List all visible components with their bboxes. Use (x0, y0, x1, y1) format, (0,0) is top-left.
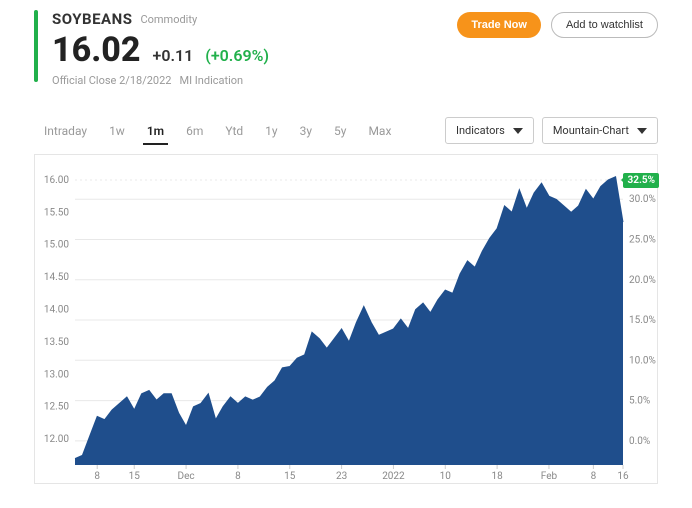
svg-text:8: 8 (94, 471, 100, 482)
svg-text:25.0%: 25.0% (629, 234, 656, 245)
chevron-down-icon (637, 128, 647, 134)
svg-text:23: 23 (336, 471, 347, 482)
chart-controls: Intraday1w1m6mYtd1y3y5yMax Indicators Mo… (34, 117, 658, 144)
svg-text:16.00: 16.00 (44, 175, 69, 186)
chart-type-dropdown[interactable]: Mountain-Chart (542, 117, 658, 144)
official-close: Official Close 2/18/2022 (52, 74, 171, 87)
svg-text:20.0%: 20.0% (629, 275, 656, 286)
svg-text:14.50: 14.50 (44, 272, 69, 283)
svg-text:Feb: Feb (541, 471, 558, 482)
price-change: +0.11 (153, 46, 194, 65)
last-price: 16.02 (52, 30, 141, 70)
pct-badge: 32.5% (623, 173, 659, 188)
chevron-down-icon (513, 128, 523, 134)
add-watchlist-button[interactable]: Add to watchlist (551, 12, 658, 38)
svg-text:15: 15 (284, 471, 296, 482)
svg-text:0.0%: 0.0% (629, 436, 650, 447)
svg-text:12.50: 12.50 (44, 402, 69, 413)
indicators-dropdown[interactable]: Indicators (445, 117, 534, 144)
svg-text:Dec: Dec (178, 471, 195, 482)
range-1w[interactable]: 1w (99, 118, 135, 144)
svg-text:10: 10 (440, 471, 452, 482)
price-chart[interactable]: 32.5% 12.00 12.50 13.00 13.50 14.00 14.50 15.0… (34, 154, 658, 484)
svg-text:5.0%: 5.0% (629, 396, 650, 407)
svg-text:8: 8 (591, 471, 597, 482)
indicators-label: Indicators (456, 124, 505, 137)
range-ytd[interactable]: Ytd (215, 118, 253, 144)
range-6m[interactable]: 6m (176, 118, 213, 144)
svg-text:15.50: 15.50 (44, 207, 69, 218)
indication: MI Indication (179, 74, 243, 87)
accent-bar (34, 10, 38, 82)
range-3y[interactable]: 3y (290, 118, 322, 144)
svg-text:10.0%: 10.0% (629, 355, 656, 366)
trade-now-button[interactable]: Trade Now (457, 12, 541, 38)
svg-text:14.00: 14.00 (44, 305, 69, 316)
svg-text:13.00: 13.00 (44, 369, 69, 380)
chart-type-label: Mountain-Chart (553, 124, 629, 137)
svg-text:13.50: 13.50 (44, 337, 69, 348)
svg-text:16: 16 (617, 471, 629, 482)
symbol: SOYBEANS (52, 10, 132, 28)
svg-text:15: 15 (129, 471, 141, 482)
svg-text:15.00: 15.00 (44, 240, 69, 251)
range-intraday[interactable]: Intraday (34, 118, 97, 144)
range-tabs: Intraday1w1m6mYtd1y3y5yMax (34, 118, 401, 144)
svg-text:15.0%: 15.0% (629, 315, 656, 326)
range-1y[interactable]: 1y (255, 118, 287, 144)
range-1m[interactable]: 1m (137, 118, 174, 144)
range-5y[interactable]: 5y (324, 118, 356, 144)
svg-text:18: 18 (491, 471, 503, 482)
asset-category: Commodity (140, 13, 197, 26)
quote-header: SOYBEANS Commodity 16.02 +0.11 (+0.69%) … (34, 10, 658, 87)
svg-text:30.0%: 30.0% (629, 194, 656, 205)
price-change-pct: (+0.69%) (205, 46, 269, 65)
svg-text:8: 8 (235, 471, 241, 482)
svg-text:12.00: 12.00 (44, 434, 69, 445)
range-max[interactable]: Max (358, 118, 401, 144)
svg-text:2022: 2022 (382, 471, 405, 482)
